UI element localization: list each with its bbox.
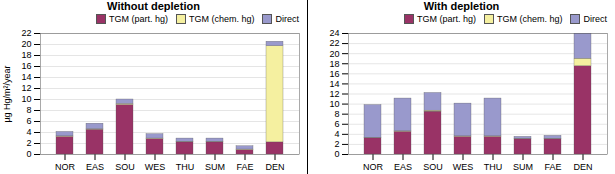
html-text:Without depletion: Without depletion — [107, 0, 200, 12]
svg-text:24: 24 — [329, 28, 339, 38]
html-text:TGM (part. hg): TGM (part. hg) — [109, 14, 168, 24]
svg-text:16: 16 — [329, 69, 339, 79]
svg-text:20: 20 — [329, 49, 339, 59]
html-text:TGM (part. hg): TGM (part. hg) — [417, 14, 476, 24]
svg-text:20: 20 — [21, 39, 31, 49]
svg-text:DEN: DEN — [573, 162, 592, 172]
svg-text:SOU: SOU — [423, 162, 443, 172]
html-text:TGM (chem. hg): TGM (chem. hg) — [189, 14, 255, 24]
svg-text:22: 22 — [329, 38, 339, 48]
html-text:TGM (chem. hg): TGM (chem. hg) — [497, 14, 563, 24]
svg-text:FAE: FAE — [236, 162, 253, 172]
svg-text:14: 14 — [21, 72, 31, 82]
svg-text:10: 10 — [329, 99, 339, 109]
svg-text:NOR: NOR — [363, 162, 384, 172]
svg-text:8: 8 — [26, 105, 31, 115]
svg-text:6: 6 — [26, 116, 31, 126]
svg-text:THU: THU — [176, 162, 195, 172]
svg-text:EAS: EAS — [86, 162, 104, 172]
svg-text:2: 2 — [26, 138, 31, 148]
svg-text:SOU: SOU — [115, 162, 135, 172]
svg-text:WES: WES — [453, 162, 474, 172]
svg-text:4: 4 — [334, 129, 339, 139]
svg-text:16: 16 — [21, 61, 31, 71]
html-text:With depletion: With depletion — [423, 0, 500, 12]
svg-text:12: 12 — [21, 83, 31, 93]
svg-text:8: 8 — [334, 109, 339, 119]
svg-text:SUM: SUM — [205, 162, 225, 172]
svg-text:18: 18 — [329, 59, 339, 69]
svg-text:µg Hg/m²/year: µg Hg/m²/year — [2, 65, 12, 122]
svg-text:10: 10 — [21, 94, 31, 104]
html-text:Direct: Direct — [583, 14, 607, 24]
svg-text:NOR: NOR — [55, 162, 76, 172]
svg-text:EAS: EAS — [394, 162, 412, 172]
svg-text:WES: WES — [145, 162, 166, 172]
svg-text:FAE: FAE — [544, 162, 561, 172]
svg-text:22: 22 — [21, 28, 31, 38]
svg-text:DEN: DEN — [265, 162, 284, 172]
svg-text:0: 0 — [334, 149, 339, 159]
svg-text:14: 14 — [329, 79, 339, 89]
svg-text:18: 18 — [21, 50, 31, 60]
svg-text:THU: THU — [484, 162, 503, 172]
html-text:Direct: Direct — [275, 14, 299, 24]
svg-text:SUM: SUM — [513, 162, 533, 172]
svg-text:12: 12 — [329, 89, 339, 99]
svg-text:0: 0 — [26, 149, 31, 159]
svg-text:2: 2 — [334, 139, 339, 149]
svg-text:6: 6 — [334, 119, 339, 129]
svg-text:4: 4 — [26, 127, 31, 137]
